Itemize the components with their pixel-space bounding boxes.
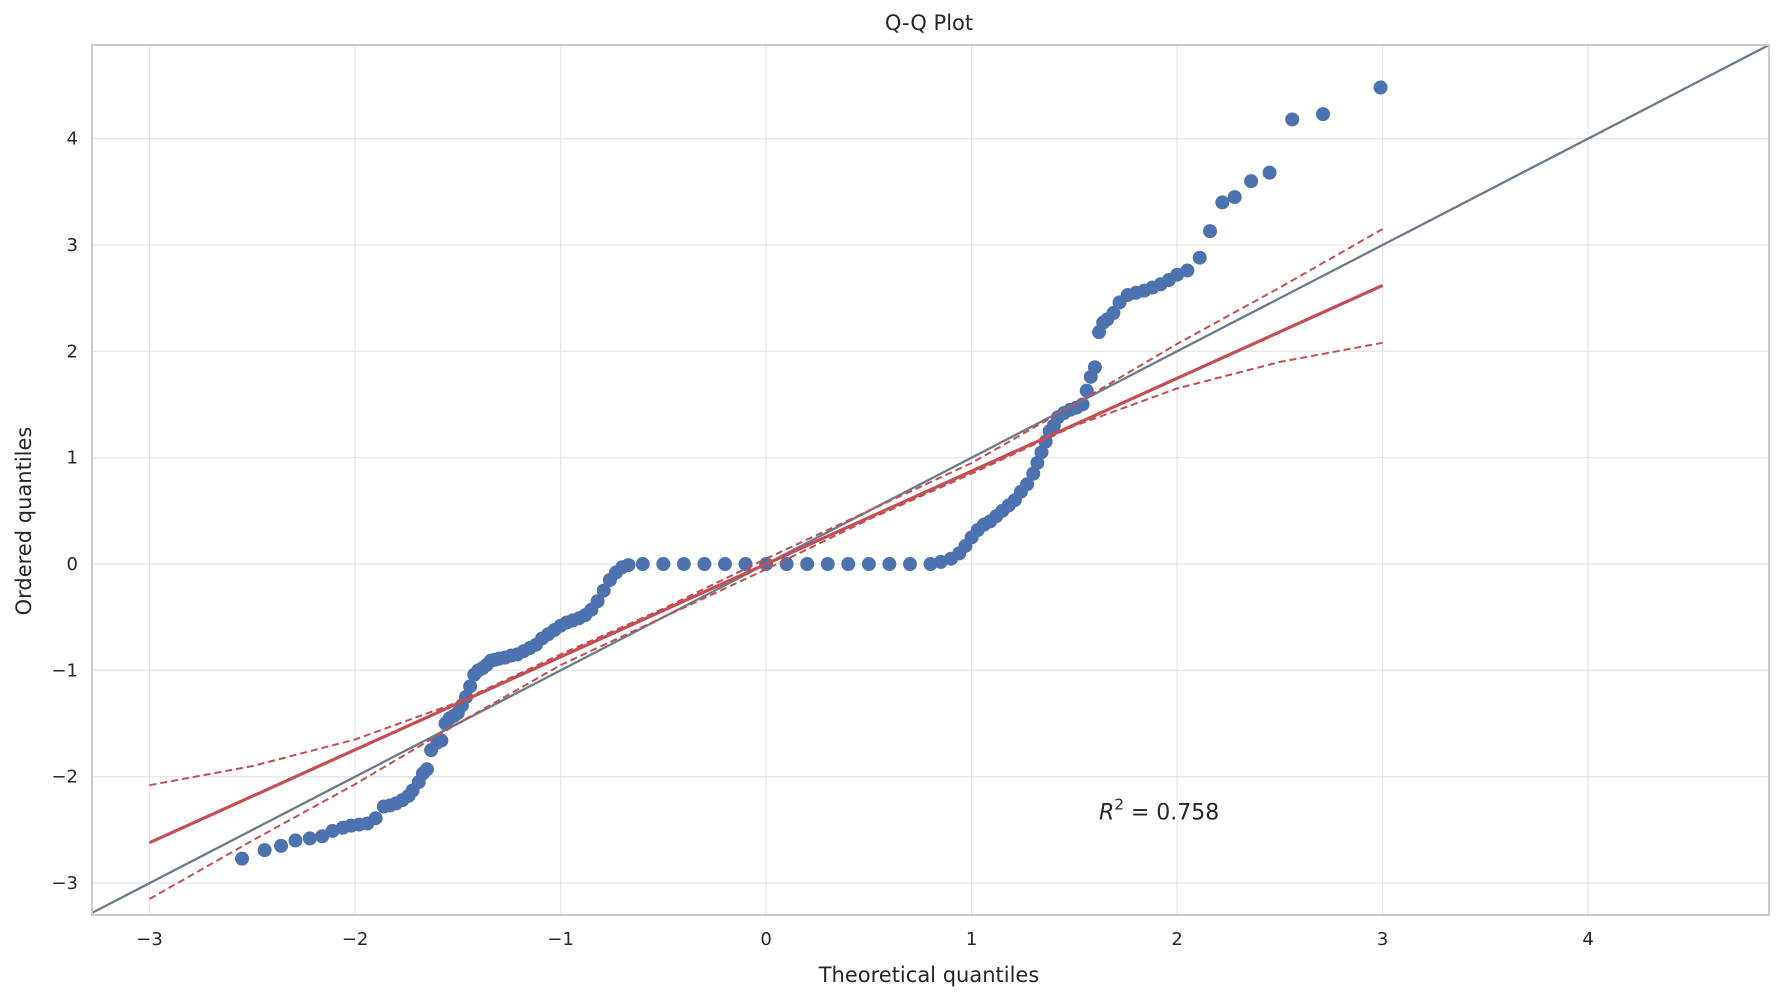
data-point [419,762,434,777]
data-point [635,557,650,572]
data-point [902,557,917,572]
data-point [621,558,636,573]
data-point [1215,195,1230,210]
data-point [697,557,712,572]
data-point [1020,477,1035,492]
x-tick-label: 3 [1377,929,1388,950]
grid-lines [92,45,1769,915]
y-tick-label: −3 [51,873,78,894]
data-point [820,557,835,572]
x-axis-label: Theoretical quantiles [818,963,1040,987]
data-point [779,557,794,572]
data-point [368,811,383,826]
y-tick-label: 3 [67,235,78,256]
y-tick-label: 0 [67,554,78,575]
x-tick-label: 1 [966,929,977,950]
data-point [1026,466,1041,481]
y-tick-label: 1 [67,448,78,469]
data-point [590,594,605,609]
reference-line [92,45,1769,914]
data-point [257,843,272,858]
data-point [882,557,897,572]
data-point [1316,107,1331,122]
x-tick-label: −2 [342,929,369,950]
data-point [656,557,671,572]
data-point [434,733,449,748]
y-tick-label: 4 [67,129,78,150]
y-tick-label: −1 [51,660,78,681]
data-point [1373,80,1388,95]
y-axis-label: Ordered quantiles [12,427,36,616]
confidence-band-line [149,341,1383,900]
data-point [1285,112,1300,127]
sample-points [235,80,1388,866]
data-point [596,583,611,598]
data-point [1087,360,1102,375]
y-tick-label: 2 [67,341,78,362]
data-point [1227,190,1242,205]
data-point [1203,224,1217,239]
confidence-band-line [149,228,1384,787]
x-tick-label: 4 [1582,929,1593,950]
x-tick-label: −1 [547,929,574,950]
plot-series [92,45,1769,914]
fit-line [148,283,1384,845]
data-point [463,679,478,694]
data-point [1262,165,1277,180]
data-point [1180,263,1195,278]
data-point [315,829,330,844]
data-point [800,557,815,572]
x-tick-label: 0 [760,929,771,950]
data-point [1034,445,1049,460]
y-tick-label: −2 [51,767,78,788]
r-squared-symbol: R [1099,800,1114,825]
data-point [676,557,691,572]
data-point [1244,174,1259,189]
data-point [1030,455,1045,470]
data-point [1106,306,1121,321]
data-point [861,557,876,572]
data-point [841,557,856,572]
data-point [302,831,317,846]
data-point [717,557,732,572]
r-squared-annotation: R2 = 0.758 [1099,795,1219,825]
r-squared-exponent: 2 [1114,795,1124,813]
data-point [288,833,303,848]
y-tick-labels: −3 −2 −1 0 1 2 3 4 [51,129,78,894]
data-point [274,838,289,853]
r-squared-value: = 0.758 [1124,800,1219,825]
data-point [1192,250,1207,265]
data-point [235,851,250,866]
x-tick-label: 2 [1171,929,1182,950]
chart-title: Q-Q Plot [885,11,973,35]
x-tick-labels: −3 −2 −1 0 1 2 3 4 [136,929,1594,950]
x-tick-label: −3 [136,929,163,950]
plot-frame [91,44,1770,916]
data-point [738,557,753,572]
